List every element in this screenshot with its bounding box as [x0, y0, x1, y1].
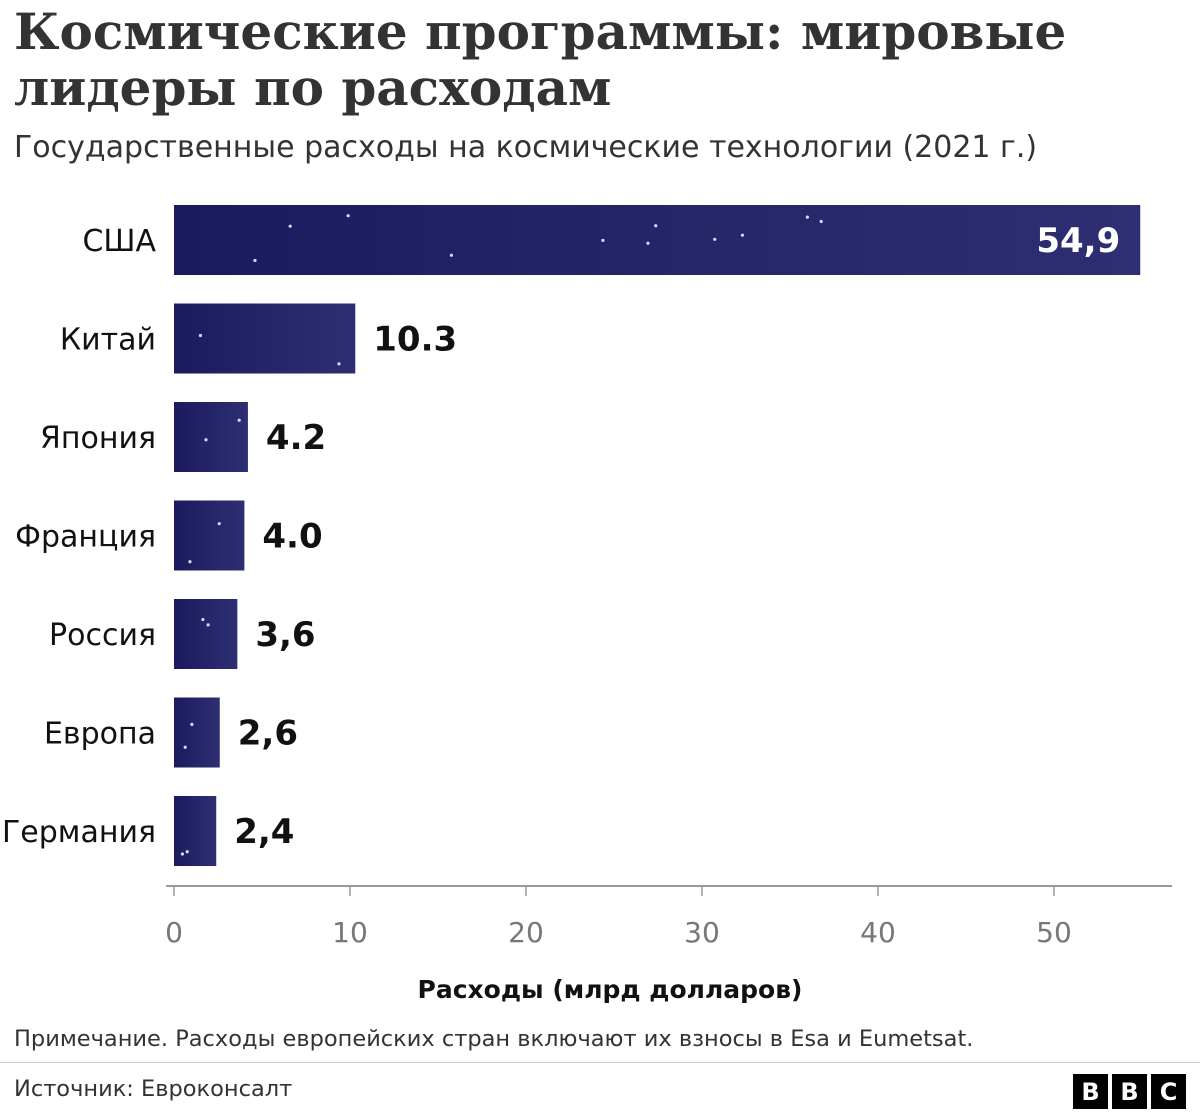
bar-star-speck	[237, 418, 241, 422]
category-label: Франция	[15, 520, 156, 555]
bar-star-speck	[819, 219, 823, 224]
chart-note: Примечание. Расходы европейских стран вк…	[14, 1026, 974, 1052]
x-axis: 0 10 20 30 40 50	[165, 885, 1172, 949]
bar-star-speck	[713, 237, 717, 241]
bar-star-speck	[190, 722, 194, 727]
bar-star-speck	[183, 745, 187, 749]
x-tick-label: 20	[508, 916, 544, 949]
bar-star-speck	[198, 333, 203, 338]
bar-star-speck	[253, 258, 257, 263]
category-label: Германия	[2, 815, 156, 850]
x-tick-label: 0	[165, 916, 183, 949]
bbc-logo-letter: B	[1112, 1074, 1147, 1109]
bar-star-speck	[805, 215, 809, 219]
bar-star-speck	[601, 238, 605, 242]
value-label: 2,4	[234, 812, 294, 852]
category-label: Япония	[40, 421, 156, 456]
bar	[174, 500, 245, 571]
bar	[174, 205, 1141, 275]
category-label: Китай	[60, 323, 156, 358]
bar-star-speck	[740, 233, 745, 237]
x-tick-label: 10	[332, 916, 368, 949]
bar-star-speck	[646, 241, 650, 245]
chart-subtitle: Государственные расходы на космические т…	[14, 130, 1038, 165]
bar-star-speck	[204, 438, 208, 442]
bbc-logo-letter: B	[1073, 1074, 1108, 1109]
chart-title: Космические программы: мировые лидеры по…	[14, 2, 1067, 117]
bar-star-speck	[449, 253, 454, 257]
bar-star-speck	[206, 623, 210, 627]
bar-star-speck	[346, 214, 350, 218]
bar	[174, 303, 356, 374]
bar-star-speck	[188, 560, 192, 564]
x-tick-label: 40	[860, 916, 896, 949]
bar-star-speck	[337, 362, 341, 366]
bar-star-speck	[654, 224, 658, 228]
bar-star-speck	[217, 522, 221, 526]
bar-star-speck	[185, 850, 189, 854]
x-axis-label: Расходы (млрд долларов)	[418, 975, 803, 1004]
bar	[174, 697, 220, 768]
x-tick-label: 30	[684, 916, 720, 949]
value-label: 2,6	[238, 714, 298, 754]
bar-chart: США 54,9 Китай 10.3 Япония 4.2 Франция 4.0 Росси…	[2, 205, 1172, 1004]
bar	[174, 402, 248, 472]
category-label: Россия	[49, 618, 156, 653]
footer-divider	[0, 1062, 1200, 1063]
bars-layer: США 54,9 Китай 10.3 Япония 4.2 Франция 4.0 Росси…	[2, 205, 1141, 866]
value-label: 10.3	[373, 320, 457, 360]
bbc-logo-letter: C	[1151, 1074, 1186, 1109]
bar-star-speck	[180, 852, 185, 856]
bar	[174, 599, 238, 669]
value-label: 4.2	[266, 418, 326, 458]
bar-star-speck	[288, 224, 292, 228]
value-label: 3,6	[255, 615, 315, 655]
x-tick-label: 50	[1036, 916, 1072, 949]
value-label: 54,9	[1036, 221, 1120, 261]
bar	[174, 796, 217, 866]
value-label: 4.0	[262, 517, 322, 557]
bbc-logo: B B C	[1073, 1074, 1186, 1109]
bar-star-speck	[201, 617, 205, 622]
source-credit: Источник: Евроконсалт	[14, 1076, 293, 1102]
category-label: США	[82, 224, 156, 259]
category-label: Европа	[44, 717, 156, 752]
